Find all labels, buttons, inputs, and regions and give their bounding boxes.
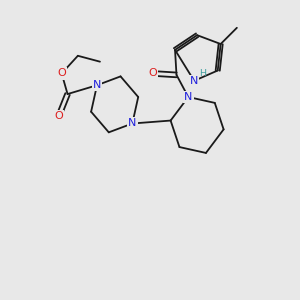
Text: O: O (54, 111, 63, 121)
Text: H: H (199, 69, 206, 78)
Text: N: N (184, 92, 193, 102)
Text: N: N (93, 80, 101, 90)
Text: N: N (190, 76, 198, 86)
Text: N: N (128, 118, 136, 128)
Text: O: O (148, 68, 157, 78)
Text: O: O (57, 68, 66, 78)
